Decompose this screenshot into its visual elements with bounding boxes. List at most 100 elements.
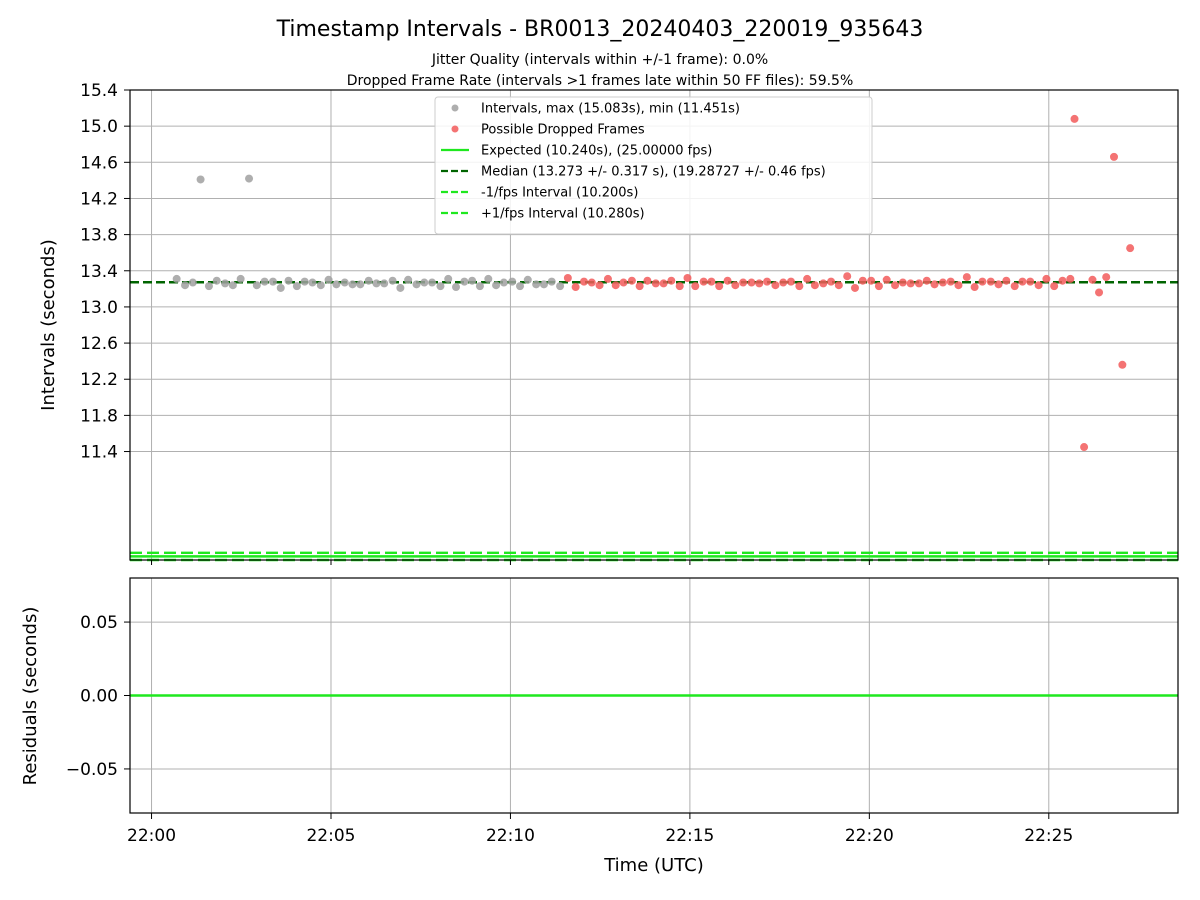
dropped-frame-point [763, 277, 772, 286]
dropped-frame-point [795, 282, 804, 291]
dropped-frame-point [1018, 277, 1027, 286]
interval-point [436, 282, 445, 291]
interval-point [252, 281, 261, 290]
dropped-frame-point [843, 272, 852, 281]
chart-subtitle-dropped: Dropped Frame Rate (intervals >1 frames … [347, 73, 854, 89]
x-tick-label: 22:05 [306, 826, 355, 846]
dropped-frame-point [1088, 275, 1097, 284]
x-tick-label: 22:20 [845, 826, 894, 846]
dropped-frame-point [1095, 288, 1104, 297]
dropped-frame-point [611, 281, 620, 290]
x-axis-label: Time (UTC) [603, 855, 704, 876]
interval-point [221, 279, 230, 288]
dropped-frame-point [563, 274, 572, 282]
dropped-frame-point [914, 279, 923, 288]
interval-point [452, 283, 461, 292]
top-panel-points [172, 114, 1135, 452]
interval-point [300, 277, 309, 286]
top-y-axis-label: Intervals (seconds) [38, 239, 59, 411]
interval-point [532, 280, 541, 289]
dropped-frame-point [834, 281, 843, 290]
legend-entry-label: Intervals, max (15.083s), min (11.451s) [481, 102, 740, 117]
dropped-frame-point [1126, 244, 1135, 253]
dropped-frame-point [627, 276, 636, 285]
dropped-frame-point [867, 276, 876, 285]
legend-entry-label: +1/fps Interval (10.280s) [481, 207, 645, 222]
top-panel-y-ticks: 11.4 11.8 12.2 12.6 13.0 13.4 13.8 14.2 14.6 15.0… [80, 81, 130, 463]
legend-marker [451, 104, 459, 112]
dropped-frame-point [827, 277, 836, 286]
interval-point [284, 276, 293, 285]
dropped-frame-point [891, 281, 900, 290]
dropped-frame-point [962, 273, 971, 282]
dropped-frame-point [771, 281, 780, 290]
dropped-frame-point [691, 282, 700, 291]
legend-entry-label: Expected (10.240s), (25.00000 fps) [481, 144, 712, 159]
interval-point [348, 280, 357, 289]
interval-point [420, 278, 429, 287]
top-y-tick-label: 12.2 [80, 370, 118, 390]
dropped-frame-point [994, 280, 1003, 289]
legend-marker [451, 125, 459, 133]
bottom-panel-y-ticks: −0.05 0.00 0.05 [66, 613, 130, 780]
interval-point [547, 277, 556, 286]
dropped-frame-point [810, 281, 819, 290]
x-tick-label: 22:00 [127, 826, 176, 846]
dropped-frame-point [1034, 281, 1043, 290]
dropped-frame-point [1042, 274, 1051, 283]
x-tick-label: 22:15 [665, 826, 714, 846]
top-y-tick-label: 15.4 [80, 81, 118, 101]
dropped-frame-point [643, 276, 652, 285]
interval-point [268, 277, 277, 286]
dropped-frame-point [986, 277, 995, 286]
interval-point [499, 278, 508, 287]
interval-point [316, 281, 325, 290]
dropped-frame-point [1026, 277, 1035, 286]
dropped-frame-point [603, 274, 612, 283]
interval-point [196, 175, 205, 184]
dropped-frame-point [1080, 443, 1089, 452]
dropped-frame-point [1010, 282, 1019, 291]
dropped-frame-point [779, 278, 788, 287]
interval-point [444, 274, 453, 283]
top-y-tick-label: 14.2 [80, 189, 118, 209]
dropped-frame-point [874, 282, 883, 291]
dropped-frame-point [580, 277, 589, 286]
dropped-frame-point [1066, 274, 1075, 283]
x-tick-label: 22:25 [1024, 826, 1073, 846]
dropped-frame-point [683, 274, 692, 282]
interval-point [340, 278, 349, 287]
dropped-frame-point [675, 282, 684, 291]
dropped-frame-point [651, 279, 660, 288]
bottom-y-axis-label: Residuals (seconds) [20, 607, 41, 786]
dropped-frame-point [1102, 273, 1111, 282]
top-y-tick-label: 12.6 [80, 334, 118, 354]
chart-title: Timestamp Intervals - BR0013_20240403_22… [276, 17, 924, 42]
legend-box [434, 96, 873, 235]
bottom-panel-x-ticks: 22:00 22:05 22:10 22:15 22:20 22:25 [127, 813, 1073, 846]
interval-point [276, 283, 285, 292]
dropped-frame-point [922, 276, 931, 285]
top-panel-reference-lines [130, 281, 1178, 562]
interval-point [460, 277, 469, 286]
dropped-frame-point [747, 278, 756, 287]
dropped-frame-point [858, 276, 867, 285]
dropped-frame-point [1070, 114, 1079, 123]
dropped-frame-point [699, 277, 708, 286]
top-y-tick-label: 11.8 [80, 406, 118, 426]
top-y-tick-label: 13.4 [80, 262, 118, 282]
dropped-frame-point [850, 283, 859, 292]
interval-point [508, 277, 517, 286]
interval-point [428, 278, 437, 287]
dropped-frame-point [595, 281, 604, 290]
dropped-frame-point [1109, 152, 1118, 161]
bottom-y-tick-label: −0.05 [66, 760, 118, 780]
interval-point [324, 275, 333, 284]
dropped-frame-point [819, 279, 828, 288]
top-y-tick-label: 11.4 [80, 443, 118, 463]
chart-subtitle-jitter: Jitter Quality (intervals within +/-1 fr… [431, 52, 768, 68]
dropped-frame-point [755, 279, 764, 288]
top-y-tick-label: 13.0 [80, 298, 118, 318]
dropped-frame-point [803, 274, 812, 283]
dropped-frame-point [715, 282, 724, 291]
